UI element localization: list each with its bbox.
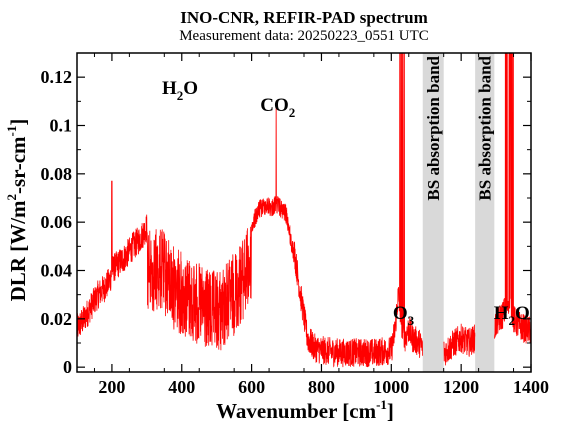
band-label-1: BS absorption band: [476, 55, 495, 200]
x-tick-label: 600: [238, 377, 265, 397]
x-tick-label: 1400: [513, 377, 549, 397]
chart-title: INO-CNR, REFIR-PAD spectrum: [180, 8, 428, 27]
y-tick-label: 0.12: [41, 67, 73, 87]
spectrum-line: [76, 52, 532, 368]
absorption-bands: BS absorption band BS absorption band: [422, 53, 495, 372]
y-tick-label: 0.08: [41, 164, 73, 184]
y-tick-label: 0.06: [41, 212, 73, 232]
y-tick-label: 0.02: [41, 309, 73, 329]
x-tick-label: 1000: [373, 377, 409, 397]
x-tick-label: 800: [308, 377, 335, 397]
axis-ticks: 200 400 600 800 1000 1200 1400 0 0.02 0.04 0.06 0.0…: [41, 53, 549, 397]
y-tick-label: 0: [63, 357, 72, 377]
y-tick-label: 0.1: [50, 116, 73, 136]
x-tick-label: 200: [98, 377, 125, 397]
annotation-1: CO2: [260, 95, 295, 120]
spectrum-series: [76, 52, 532, 368]
y-axis-label: DLR [W/m2-sr-cm-1]: [4, 119, 30, 302]
x-tick-label: 1200: [443, 377, 479, 397]
x-tick-label: 400: [168, 377, 195, 397]
band-label-0: BS absorption band: [424, 55, 443, 200]
annotation-0: H2O: [162, 78, 198, 103]
chart-subtitle: Measurement data: 20250223_0551 UTC: [179, 28, 429, 44]
annotation-2: O3: [393, 303, 415, 328]
x-axis-label: Wavenumber [cm-1]: [216, 397, 394, 423]
absorption-band-1: [475, 53, 495, 372]
y-tick-label: 0.04: [41, 261, 73, 281]
absorption-band-0: [422, 53, 444, 372]
annotation-3: H2O: [494, 303, 530, 328]
molecule-annotations: H2O CO2 O3 H2O: [162, 78, 530, 328]
